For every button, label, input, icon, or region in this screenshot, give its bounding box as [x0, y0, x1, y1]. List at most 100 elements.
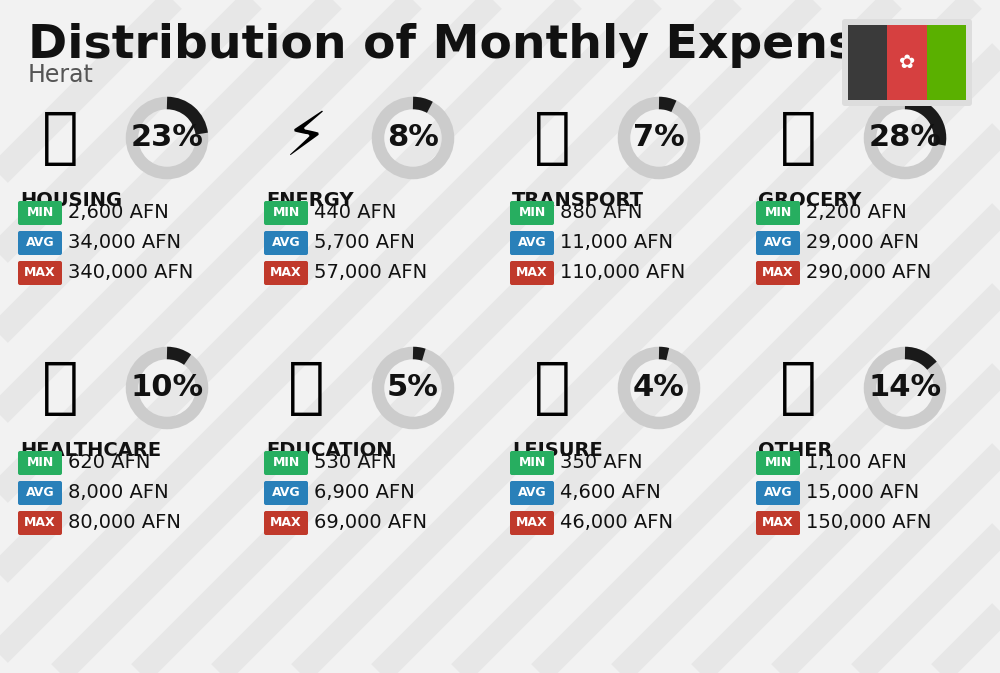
Text: 10%: 10%	[130, 374, 204, 402]
Text: MAX: MAX	[516, 516, 548, 530]
Text: 🏢: 🏢	[42, 108, 78, 168]
Text: 2,200 AFN: 2,200 AFN	[806, 203, 907, 223]
Text: 11,000 AFN: 11,000 AFN	[560, 234, 673, 252]
FancyBboxPatch shape	[848, 25, 887, 100]
Text: 23%: 23%	[131, 124, 203, 153]
Text: 350 AFN: 350 AFN	[560, 454, 642, 472]
Text: 💰: 💰	[780, 359, 816, 417]
FancyBboxPatch shape	[264, 451, 308, 475]
Text: AVG: AVG	[272, 236, 300, 250]
Text: MAX: MAX	[762, 516, 794, 530]
Text: MIN: MIN	[26, 207, 54, 219]
Text: 290,000 AFN: 290,000 AFN	[806, 264, 931, 283]
Text: 6,900 AFN: 6,900 AFN	[314, 483, 415, 503]
FancyBboxPatch shape	[510, 511, 554, 535]
Text: 340,000 AFN: 340,000 AFN	[68, 264, 193, 283]
Text: Distribution of Monthly Expenses: Distribution of Monthly Expenses	[28, 23, 916, 68]
Text: 4,600 AFN: 4,600 AFN	[560, 483, 661, 503]
Text: ✿: ✿	[899, 53, 915, 72]
Text: 110,000 AFN: 110,000 AFN	[560, 264, 685, 283]
FancyBboxPatch shape	[18, 451, 62, 475]
FancyBboxPatch shape	[264, 511, 308, 535]
FancyBboxPatch shape	[510, 481, 554, 505]
Text: MAX: MAX	[24, 516, 56, 530]
Text: MIN: MIN	[764, 456, 792, 470]
Text: 1,100 AFN: 1,100 AFN	[806, 454, 907, 472]
FancyBboxPatch shape	[264, 231, 308, 255]
FancyBboxPatch shape	[510, 451, 554, 475]
Text: MAX: MAX	[24, 267, 56, 279]
FancyBboxPatch shape	[756, 511, 800, 535]
Text: 🛍: 🛍	[534, 359, 570, 417]
Text: 880 AFN: 880 AFN	[560, 203, 642, 223]
FancyBboxPatch shape	[756, 201, 800, 225]
Text: AVG: AVG	[518, 487, 546, 499]
Text: 8%: 8%	[387, 124, 439, 153]
Text: 5,700 AFN: 5,700 AFN	[314, 234, 415, 252]
Text: 150,000 AFN: 150,000 AFN	[806, 513, 931, 532]
Text: 🚌: 🚌	[534, 108, 570, 168]
Text: 14%: 14%	[868, 374, 942, 402]
Text: 5%: 5%	[387, 374, 439, 402]
Text: AVG: AVG	[272, 487, 300, 499]
Text: 🛒: 🛒	[780, 108, 816, 168]
Text: 29,000 AFN: 29,000 AFN	[806, 234, 919, 252]
Text: 2,600 AFN: 2,600 AFN	[68, 203, 169, 223]
Text: MIN: MIN	[518, 456, 546, 470]
Text: MIN: MIN	[272, 207, 300, 219]
FancyBboxPatch shape	[18, 201, 62, 225]
Text: 🩺: 🩺	[42, 359, 78, 417]
Text: ENERGY: ENERGY	[266, 191, 354, 210]
Text: MAX: MAX	[270, 267, 302, 279]
Text: MAX: MAX	[762, 267, 794, 279]
FancyBboxPatch shape	[927, 25, 966, 100]
FancyBboxPatch shape	[18, 261, 62, 285]
Text: 620 AFN: 620 AFN	[68, 454, 150, 472]
Text: 34,000 AFN: 34,000 AFN	[68, 234, 181, 252]
Text: EDUCATION: EDUCATION	[266, 441, 392, 460]
Text: AVG: AVG	[518, 236, 546, 250]
Text: 7%: 7%	[633, 124, 685, 153]
Text: AVG: AVG	[764, 236, 792, 250]
FancyBboxPatch shape	[264, 201, 308, 225]
Text: HEALTHCARE: HEALTHCARE	[20, 441, 161, 460]
Text: 4%: 4%	[633, 374, 685, 402]
FancyBboxPatch shape	[756, 261, 800, 285]
FancyBboxPatch shape	[887, 25, 927, 100]
FancyBboxPatch shape	[510, 261, 554, 285]
Text: 57,000 AFN: 57,000 AFN	[314, 264, 427, 283]
FancyBboxPatch shape	[264, 481, 308, 505]
Text: AVG: AVG	[764, 487, 792, 499]
FancyBboxPatch shape	[510, 231, 554, 255]
Text: 440 AFN: 440 AFN	[314, 203, 396, 223]
Text: 46,000 AFN: 46,000 AFN	[560, 513, 673, 532]
Text: Herat: Herat	[28, 63, 94, 87]
FancyBboxPatch shape	[264, 261, 308, 285]
Text: GROCERY: GROCERY	[758, 191, 861, 210]
FancyBboxPatch shape	[18, 481, 62, 505]
Text: LEISURE: LEISURE	[512, 441, 603, 460]
Text: MAX: MAX	[516, 267, 548, 279]
FancyBboxPatch shape	[756, 451, 800, 475]
Text: 80,000 AFN: 80,000 AFN	[68, 513, 181, 532]
FancyBboxPatch shape	[18, 511, 62, 535]
Text: MIN: MIN	[764, 207, 792, 219]
Text: 🎓: 🎓	[288, 359, 324, 417]
Text: 8,000 AFN: 8,000 AFN	[68, 483, 169, 503]
FancyBboxPatch shape	[842, 19, 972, 106]
FancyBboxPatch shape	[18, 231, 62, 255]
Text: 15,000 AFN: 15,000 AFN	[806, 483, 919, 503]
FancyBboxPatch shape	[756, 231, 800, 255]
Text: MIN: MIN	[26, 456, 54, 470]
Text: MIN: MIN	[518, 207, 546, 219]
Text: AVG: AVG	[26, 487, 54, 499]
Text: 530 AFN: 530 AFN	[314, 454, 396, 472]
FancyBboxPatch shape	[510, 201, 554, 225]
Text: OTHER: OTHER	[758, 441, 832, 460]
Text: TRANSPORT: TRANSPORT	[512, 191, 644, 210]
Text: 69,000 AFN: 69,000 AFN	[314, 513, 427, 532]
Text: HOUSING: HOUSING	[20, 191, 122, 210]
Text: AVG: AVG	[26, 236, 54, 250]
FancyBboxPatch shape	[756, 481, 800, 505]
Text: MAX: MAX	[270, 516, 302, 530]
